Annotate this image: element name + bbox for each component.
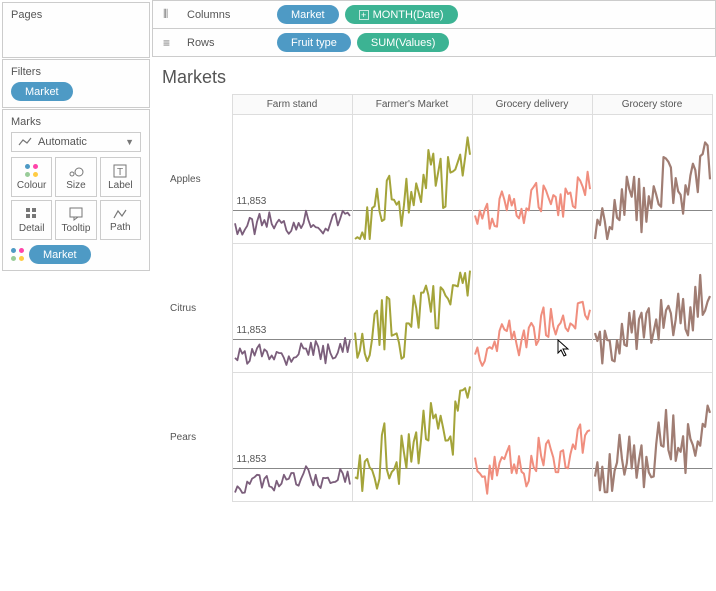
row-header: Citrus	[162, 244, 232, 373]
sparkline	[593, 244, 712, 372]
sparkline	[353, 373, 472, 501]
expand-icon: +	[359, 10, 369, 20]
sparkline	[593, 373, 712, 501]
col-header: Farm stand	[232, 95, 352, 115]
marks-btn-tooltip[interactable]: Tooltip	[55, 200, 96, 240]
sparkline	[473, 373, 592, 501]
chart-cell[interactable]	[593, 244, 712, 372]
sparkline	[233, 115, 352, 243]
rows-pill-0[interactable]: Fruit type	[277, 33, 351, 52]
viz-title: Markets	[162, 67, 716, 88]
pages-title: Pages	[11, 9, 141, 21]
chart-cell[interactable]	[473, 373, 592, 501]
chart-cell[interactable]	[473, 115, 592, 243]
caret-down-icon: ▼	[125, 137, 134, 147]
row-header: Pears	[162, 373, 232, 502]
automatic-line-icon	[18, 137, 32, 147]
columns-pill-0[interactable]: Market	[277, 5, 339, 24]
chart-cell[interactable]: 11,853	[233, 244, 352, 372]
viz-grid: Farm standFarmer's MarketGrocery deliver…	[162, 94, 713, 502]
chart-cell[interactable]	[593, 115, 712, 243]
columns-label: Columns	[187, 9, 267, 21]
row-header: Apples	[162, 115, 232, 244]
marks-type-dropdown[interactable]: Automatic ▼	[11, 132, 141, 152]
chart-cell[interactable]	[353, 373, 472, 501]
sparkline	[473, 115, 592, 243]
columns-pill-1[interactable]: +MONTH(Date)	[345, 5, 458, 24]
columns-icon: ⦀	[163, 7, 177, 22]
col-header: Grocery store	[592, 95, 712, 115]
rows-label: Rows	[187, 37, 267, 49]
col-header: Grocery delivery	[472, 95, 592, 115]
marks-title: Marks	[11, 116, 141, 128]
marks-pill-market[interactable]: Market	[29, 245, 91, 264]
chart-cell[interactable]: 11,853	[233, 373, 352, 501]
marks-btn-path[interactable]: Path	[100, 200, 141, 240]
sparkline	[593, 115, 712, 243]
marks-btn-detail[interactable]: Detail	[11, 200, 52, 240]
mouse-cursor-icon	[557, 339, 571, 357]
sparkline	[233, 244, 352, 372]
marks-btn-size[interactable]: Size	[55, 157, 96, 197]
sparkline	[233, 373, 352, 501]
chart-cell[interactable]	[353, 115, 472, 243]
color-dots-icon	[11, 248, 25, 262]
svg-text:T: T	[117, 167, 123, 178]
sparkline	[353, 244, 472, 372]
rows-icon: ≡	[163, 36, 177, 50]
rows-pill-1[interactable]: SUM(Values)	[357, 33, 450, 52]
chart-cell[interactable]	[593, 373, 712, 501]
col-header: Farmer's Market	[352, 95, 472, 115]
marks-btn-label[interactable]: TLabel	[100, 157, 141, 197]
marks-btn-colour[interactable]: Colour	[11, 157, 52, 197]
sparkline	[473, 244, 592, 372]
marks-buttons-grid: ColourSizeTLabel DetailTooltipPath	[11, 157, 141, 240]
chart-cell[interactable]	[353, 244, 472, 372]
filters-title: Filters	[11, 66, 141, 78]
marks-type-label: Automatic	[38, 136, 87, 148]
chart-cell[interactable]: 11,853	[233, 115, 352, 243]
chart-cell[interactable]	[473, 244, 592, 372]
sparkline	[353, 115, 472, 243]
filter-pill-market[interactable]: Market	[11, 82, 73, 101]
